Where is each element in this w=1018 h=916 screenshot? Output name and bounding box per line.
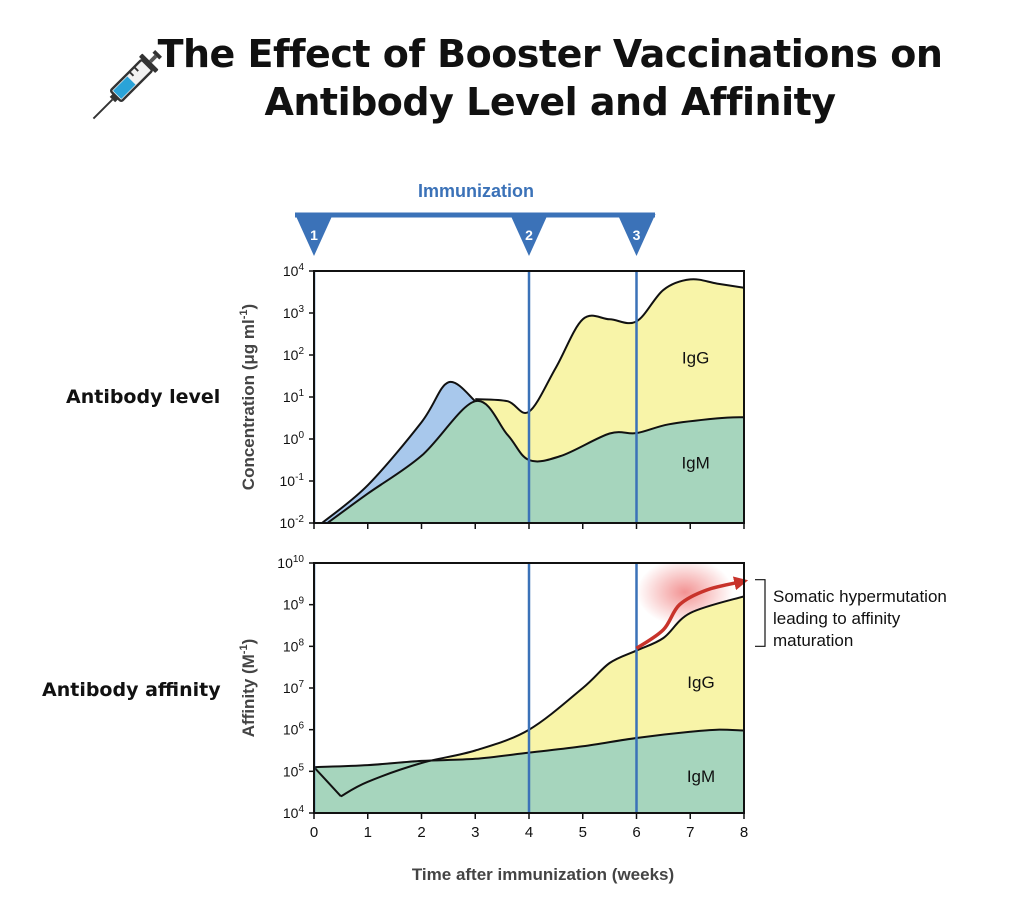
immunization-marker-label-2: 2 — [525, 227, 533, 243]
plot-area-affinity — [314, 563, 744, 813]
y-tick-label-level-2: 102 — [283, 346, 305, 363]
immunization-marker-1 — [295, 214, 333, 256]
antibody-level-label: Antibody level — [66, 386, 221, 408]
y-axis-label-level: Concentration (μg ml-1) — [238, 304, 258, 490]
y-tick-label-affinity-8: 108 — [283, 637, 305, 654]
x-tick-label-2: 2 — [417, 824, 425, 841]
x-tick-label-4: 4 — [525, 824, 533, 841]
igm-series-label: IgM — [681, 453, 709, 472]
y-tick-label-level-1: 101 — [283, 388, 305, 405]
x-tick-label-3: 3 — [471, 824, 479, 841]
affinity-maturation-arrow — [635, 576, 749, 650]
x-tick-label-5: 5 — [579, 824, 587, 841]
x-tick-label-8: 8 — [740, 824, 748, 841]
y-tick-label-level--1: 10-1 — [280, 472, 305, 489]
y-tick-label-level-4: 104 — [283, 262, 305, 279]
annotation-line-2: leading to affinity — [773, 609, 901, 628]
igm-series-label: IgM — [687, 767, 715, 786]
immunization-marker-2 — [510, 214, 548, 256]
immunization-marker-label-3: 3 — [633, 227, 641, 243]
annotation-line-3: maturation — [773, 631, 853, 650]
x-tick-label-7: 7 — [686, 824, 694, 841]
igg-line — [475, 278, 744, 414]
title-line-2: Antibody Level and Affinity — [264, 80, 836, 124]
y-tick-label-level--2: 10-2 — [280, 514, 305, 531]
y-tick-label-affinity-6: 106 — [283, 721, 305, 738]
x-tick-label-1: 1 — [364, 824, 372, 841]
igg-series-label: IgG — [687, 673, 714, 692]
y-tick-label-affinity-9: 109 — [283, 596, 305, 613]
early-response-line — [314, 766, 342, 797]
page-title: The Effect of Booster Vaccinations on An… — [150, 30, 950, 126]
igg-line — [340, 595, 744, 798]
y-tick-label-level-0: 100 — [283, 430, 305, 447]
immunization-marker-label-1: 1 — [310, 227, 318, 243]
annotation-bracket — [755, 579, 766, 647]
early-response-line — [321, 380, 476, 523]
title-line-1: The Effect of Booster Vaccinations on — [157, 32, 943, 76]
y-tick-label-affinity-4: 104 — [283, 804, 305, 821]
x-tick-label-0: 0 — [310, 824, 318, 841]
y-tick-label-affinity-7: 107 — [283, 679, 305, 696]
y-tick-label-level-3: 103 — [283, 304, 305, 321]
y-tick-label-affinity-10: 1010 — [277, 554, 304, 571]
igg-series-label: IgG — [682, 348, 709, 367]
antibody-affinity-label: Antibody affinity — [42, 679, 221, 701]
immunization-marker-3 — [617, 214, 656, 256]
immunization-title: Immunization — [418, 181, 534, 201]
y-axis-label-affinity: Affinity (M-1) — [238, 639, 258, 738]
igm-line — [314, 728, 744, 769]
igm-line — [326, 400, 744, 523]
x-axis-label: Time after immunization (weeks) — [412, 865, 674, 884]
annotation-line-1: Somatic hypermutation — [773, 587, 947, 606]
plot-area-level — [314, 271, 744, 523]
x-tick-label-6: 6 — [632, 824, 640, 841]
y-tick-label-affinity-5: 105 — [283, 762, 305, 779]
syringe-icon — [92, 50, 162, 120]
